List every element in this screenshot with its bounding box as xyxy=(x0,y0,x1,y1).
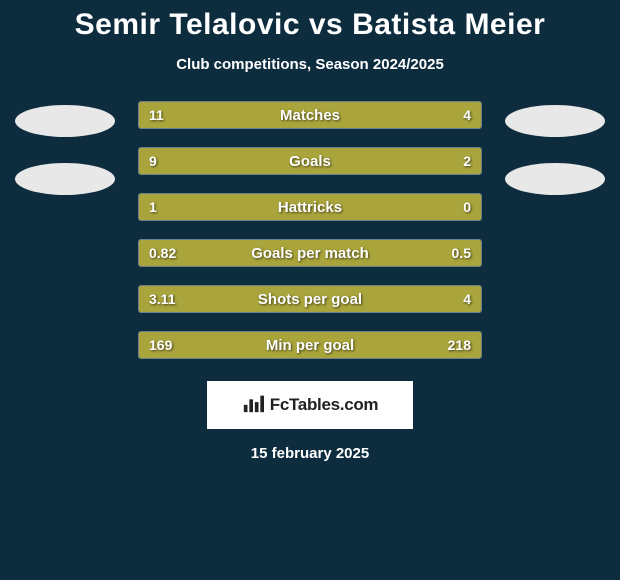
bar-right xyxy=(419,194,481,220)
subtitle: Club competitions, Season 2024/2025 xyxy=(0,56,620,73)
stat-row: 1Hattricks0 xyxy=(138,193,482,221)
brand-text: FcTables.com xyxy=(270,395,379,415)
stat-value-right: 4 xyxy=(463,286,471,312)
stat-value-left: 1 xyxy=(149,194,157,220)
stat-row: 169Min per goal218 xyxy=(138,331,482,359)
bar-right xyxy=(334,286,481,312)
stat-value-right: 2 xyxy=(463,148,471,174)
left-avatar-column xyxy=(10,101,120,195)
bar-left xyxy=(139,102,378,128)
team-right-avatar xyxy=(505,163,605,195)
stat-value-right: 0.5 xyxy=(452,240,471,266)
stat-value-right: 0 xyxy=(463,194,471,220)
stat-row: 11Matches4 xyxy=(138,101,482,129)
stat-row: 0.82Goals per match0.5 xyxy=(138,239,482,267)
stat-value-right: 218 xyxy=(448,332,471,358)
page-title: Semir Telalovic vs Batista Meier xyxy=(0,8,620,42)
stat-value-right: 4 xyxy=(463,102,471,128)
stats-column: 11Matches4 9Goals2 1Hattricks0 0.82Goals pe… xyxy=(138,101,482,359)
player-right-avatar xyxy=(505,105,605,137)
stat-value-left: 9 xyxy=(149,148,157,174)
date-line: 15 february 2025 xyxy=(0,445,620,462)
bar-left xyxy=(139,148,406,174)
stat-row: 3.11Shots per goal4 xyxy=(138,285,482,313)
stat-value-left: 3.11 xyxy=(149,286,175,312)
stat-value-left: 11 xyxy=(149,102,164,128)
brand-badge: FcTables.com xyxy=(207,381,413,429)
team-left-avatar xyxy=(15,163,115,195)
stat-row: 9Goals2 xyxy=(138,147,482,175)
bar-left xyxy=(139,194,419,220)
stat-value-left: 169 xyxy=(149,332,172,358)
right-avatar-column xyxy=(500,101,610,195)
comparison-infographic: Semir Telalovic vs Batista Meier Club co… xyxy=(0,0,620,462)
stat-value-left: 0.82 xyxy=(149,240,176,266)
comparison-area: 11Matches4 9Goals2 1Hattricks0 0.82Goals pe… xyxy=(0,101,620,359)
player-left-avatar xyxy=(15,105,115,137)
bar-chart-icon xyxy=(242,392,264,419)
